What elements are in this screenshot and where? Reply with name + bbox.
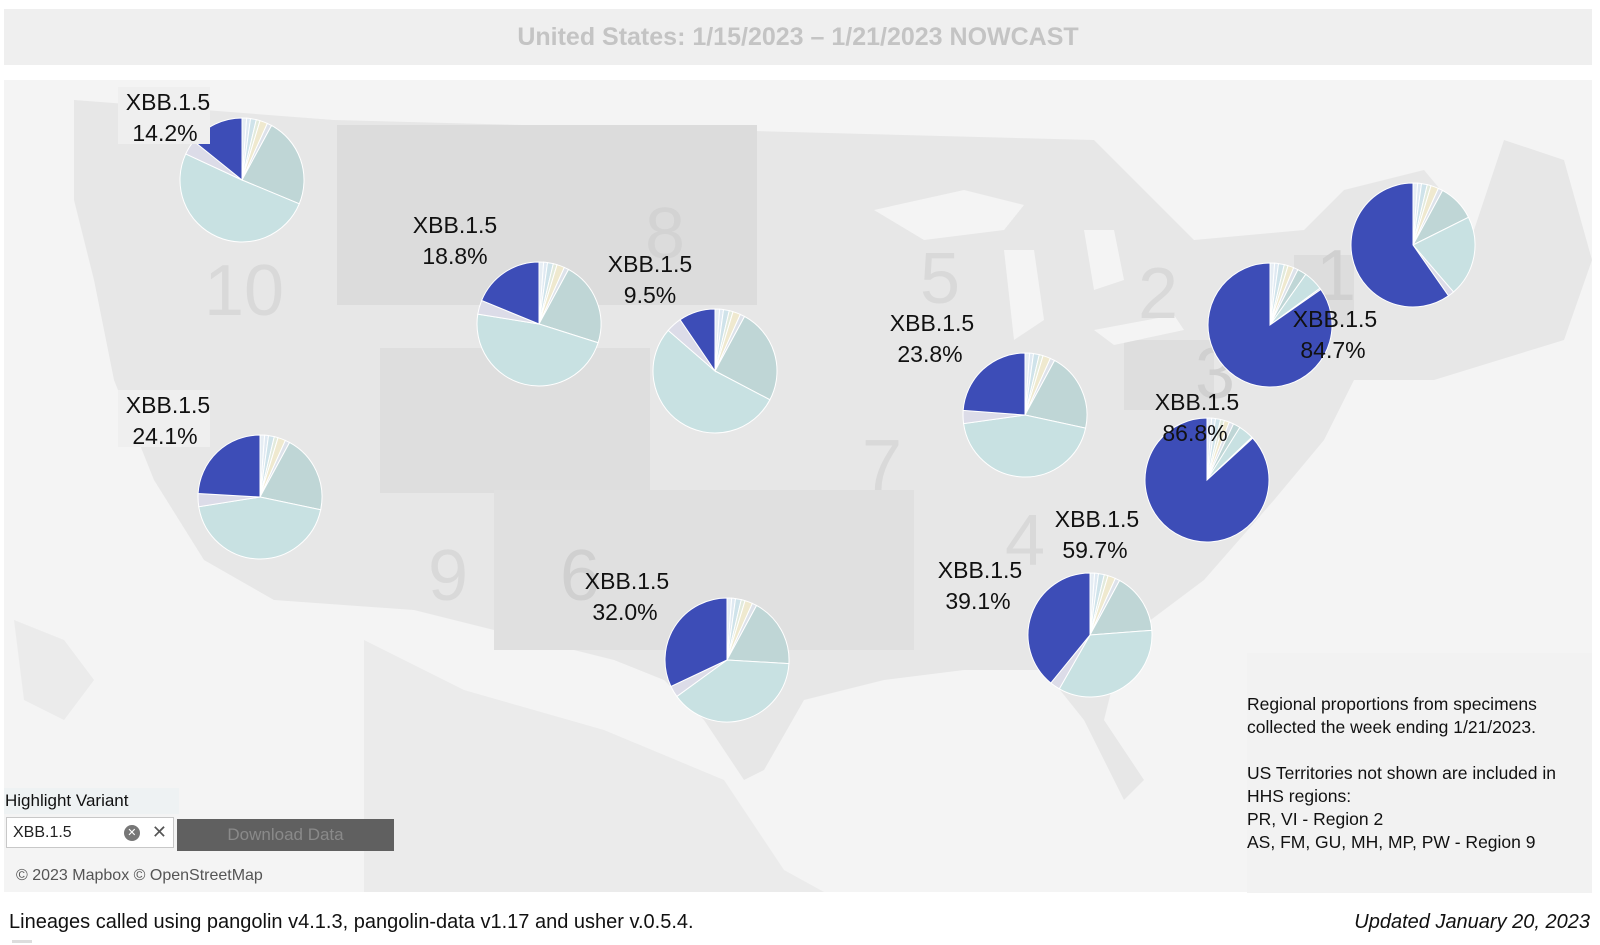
download-data-button[interactable]: Download Data	[177, 819, 394, 851]
legend-line: HHS regions:	[1247, 786, 1352, 806]
highlight-variant-value[interactable]: XBB.1.5	[13, 823, 72, 841]
lake-huron	[1084, 230, 1124, 290]
lake-michigan	[1004, 250, 1044, 340]
lake-superior	[874, 190, 1024, 240]
legend-line: US Territories not shown are included in	[1247, 763, 1557, 783]
region-8-north	[337, 125, 757, 305]
page-title: United States: 1/15/2023 – 1/21/2023 NOW…	[517, 22, 1079, 51]
region-8-south	[380, 348, 650, 493]
legend-line: AS, FM, GU, MH, MP, PW - Region 9	[1247, 832, 1536, 852]
legend-line: collected the week ending 1/21/2023.	[1247, 717, 1536, 737]
baja-landmass	[14, 620, 94, 720]
region-3	[1124, 340, 1214, 410]
highlight-variant-input[interactable]: XBB.1.5 ✕ ✕	[6, 817, 174, 848]
region-1	[1294, 255, 1354, 325]
title-bar: United States: 1/15/2023 – 1/21/2023 NOW…	[4, 9, 1592, 65]
map-attribution[interactable]: © 2023 Mapbox © OpenStreetMap	[16, 867, 263, 884]
region-6	[494, 490, 914, 650]
close-icon[interactable]: ✕	[151, 822, 167, 842]
lineage-note: Lineages called using pangolin v4.1.3, p…	[9, 911, 694, 933]
map[interactable]	[4, 80, 1592, 892]
legend-line: Regional proportions from specimens	[1247, 694, 1537, 714]
legend-note: Regional proportions from specimens coll…	[1247, 653, 1592, 893]
scroll-indicator	[12, 940, 32, 943]
legend-line: PR, VI - Region 2	[1247, 809, 1384, 829]
lake-erie	[1094, 315, 1184, 345]
updated-date: Updated January 20, 2023	[1354, 911, 1590, 933]
highlight-variant-label: Highlight Variant	[4, 788, 179, 814]
clear-circle-icon[interactable]: ✕	[123, 824, 140, 841]
mexico-landmass	[364, 640, 824, 892]
